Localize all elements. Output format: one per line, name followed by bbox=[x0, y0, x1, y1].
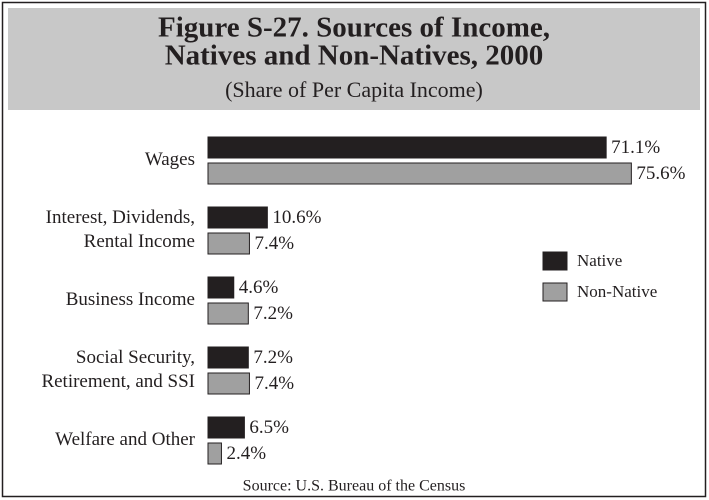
category-label: Retirement, and SSI bbox=[41, 371, 195, 392]
bar bbox=[207, 136, 607, 159]
bar bbox=[207, 442, 222, 465]
legend-label: Non-Native bbox=[577, 282, 657, 301]
bar bbox=[207, 206, 268, 229]
bar bbox=[207, 232, 250, 255]
category-label: Wages bbox=[145, 149, 195, 170]
legend-label: Native bbox=[577, 251, 622, 270]
category-label: Social Security, bbox=[76, 347, 195, 368]
bar bbox=[207, 162, 632, 185]
bar bbox=[207, 302, 249, 325]
value-label: 7.2% bbox=[253, 303, 293, 324]
value-label: 10.6% bbox=[272, 207, 321, 228]
value-label: 4.6% bbox=[239, 277, 279, 298]
value-label: 75.6% bbox=[636, 163, 685, 184]
value-label: 7.2% bbox=[253, 347, 293, 368]
chart-title: Figure S-27. Sources of Income, bbox=[158, 12, 550, 44]
bar bbox=[207, 372, 250, 395]
value-label: 7.4% bbox=[254, 233, 294, 254]
bar bbox=[207, 276, 235, 299]
value-label: 71.1% bbox=[611, 137, 660, 158]
category-label: Rental Income bbox=[84, 231, 195, 252]
legend-swatch bbox=[542, 282, 568, 302]
value-label: 6.5% bbox=[249, 417, 289, 438]
source: Source: U.S. Bureau of the Census bbox=[243, 478, 466, 495]
category-label: Interest, Dividends, bbox=[46, 207, 195, 228]
value-label: 7.4% bbox=[254, 373, 294, 394]
bar bbox=[207, 416, 245, 439]
category-label: Welfare and Other bbox=[55, 429, 196, 450]
chart-subtitle: (Share of Per Capita Income) bbox=[225, 77, 483, 102]
value-label: 2.4% bbox=[226, 443, 266, 464]
category-label: Business Income bbox=[66, 289, 195, 310]
bar bbox=[207, 346, 249, 369]
legend-swatch bbox=[542, 251, 568, 271]
title-box bbox=[8, 8, 700, 110]
chart-title: Natives and Non-Natives, 2000 bbox=[165, 40, 544, 72]
